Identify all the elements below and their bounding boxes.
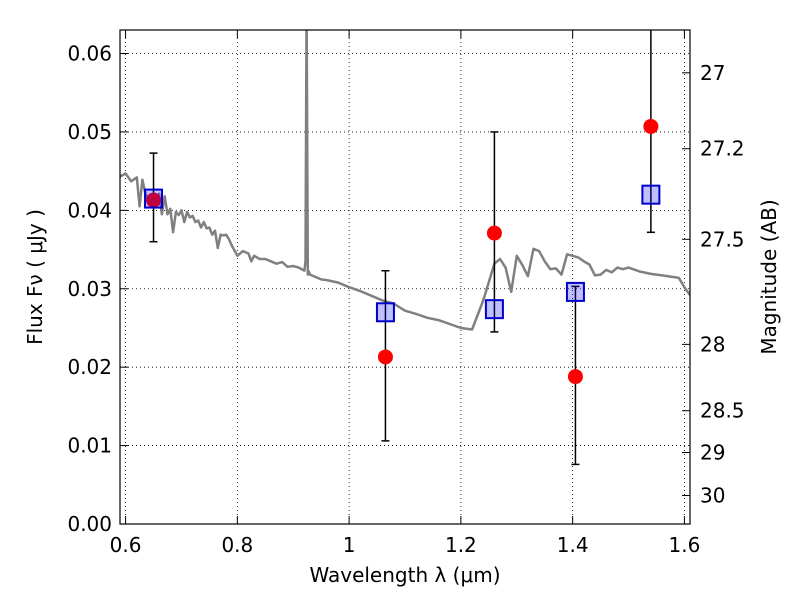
y-axis-label: Flux Fν ( μJy ) bbox=[23, 209, 47, 345]
data-point bbox=[567, 369, 583, 385]
y-tick-label: 0.05 bbox=[67, 120, 112, 144]
plot-background bbox=[120, 30, 690, 524]
plot-frame bbox=[119, 29, 691, 525]
data-point bbox=[146, 192, 162, 208]
right-tick-label: 27 bbox=[700, 61, 725, 85]
data-point bbox=[643, 118, 659, 134]
x-tick-label: 0.6 bbox=[110, 533, 142, 557]
right-tick-label: 30 bbox=[700, 484, 725, 508]
y-tick-label: 0.06 bbox=[67, 42, 112, 66]
right-axis-label: Magnitude (AB) bbox=[757, 199, 781, 354]
data-layer bbox=[120, 30, 690, 466]
data-point bbox=[377, 349, 393, 365]
ticks: 0.6 0.8 1 1.2 1.4 1.6 0.00 0.01 0.02 0.03 0.04 0.05… bbox=[67, 30, 745, 557]
spectrum-line bbox=[120, 30, 690, 331]
data-point bbox=[486, 225, 502, 241]
model-square bbox=[565, 281, 585, 302]
y-tick-label: 0.03 bbox=[67, 277, 112, 301]
y-tick-label: 0.02 bbox=[67, 355, 112, 379]
x-axis-label: Wavelength λ (μm) bbox=[309, 563, 500, 587]
y-tick-label: 0.01 bbox=[67, 434, 112, 458]
model-square bbox=[641, 184, 661, 205]
x-tick-label: 1.2 bbox=[445, 533, 477, 557]
x-tick-label: 1 bbox=[343, 533, 356, 557]
x-tick-label: 1.6 bbox=[669, 533, 701, 557]
right-tick-label: 29 bbox=[700, 440, 725, 464]
model-square bbox=[375, 302, 395, 323]
x-tick-label: 0.8 bbox=[221, 533, 253, 557]
right-tick-label: 27.5 bbox=[700, 227, 745, 251]
right-tick-label: 27.2 bbox=[700, 137, 745, 161]
right-tick-label: 28.5 bbox=[700, 399, 745, 423]
right-tick-label: 28 bbox=[700, 332, 725, 356]
model-square bbox=[484, 299, 504, 320]
y-tick-label: 0.04 bbox=[67, 198, 112, 222]
y-tick-label: 0.00 bbox=[67, 512, 112, 536]
x-tick-label: 1.4 bbox=[557, 533, 589, 557]
model-square bbox=[144, 188, 164, 209]
